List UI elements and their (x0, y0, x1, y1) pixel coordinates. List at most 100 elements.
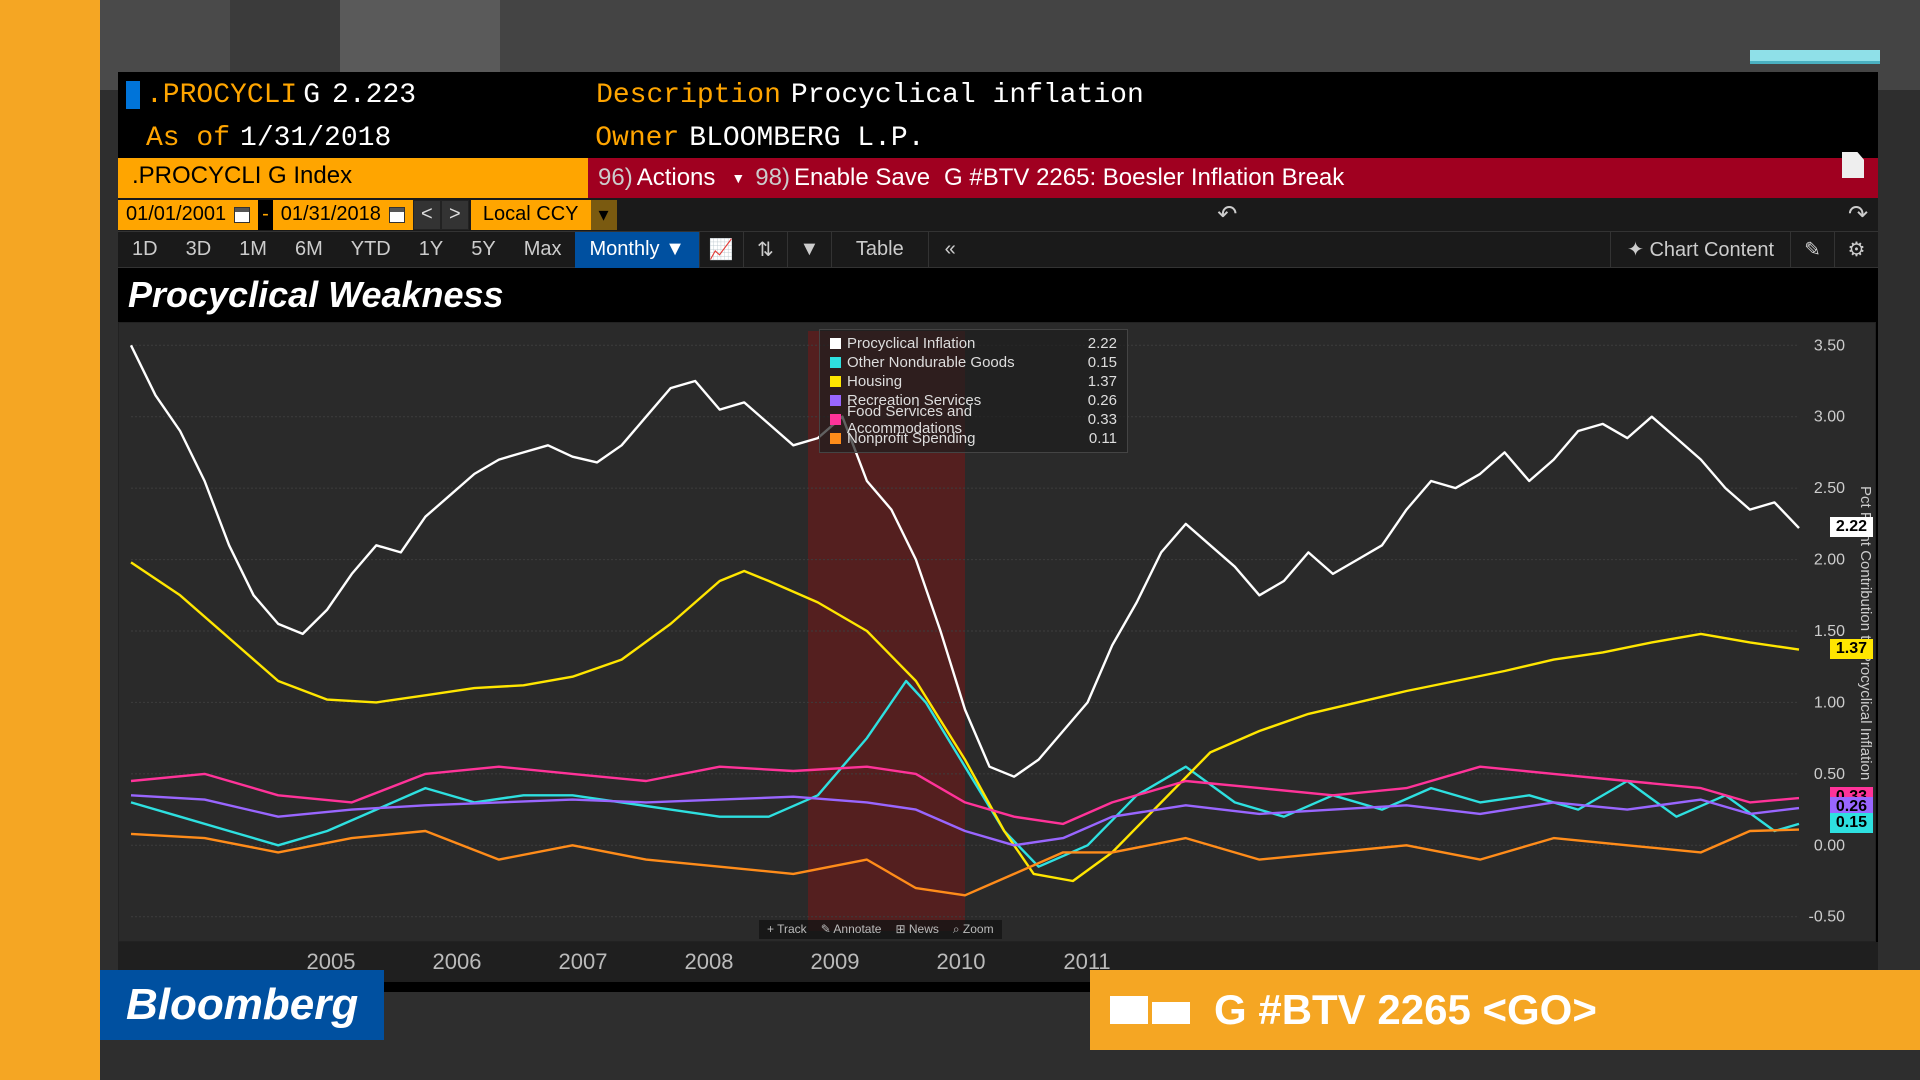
dropdown-icon[interactable]: ▼ (787, 232, 831, 268)
header-row-1: .PROCYCLI G 2.223 Description Procyclica… (118, 72, 1878, 118)
svg-text:1.00: 1.00 (1814, 694, 1845, 711)
range-3d-button[interactable]: 3D (172, 232, 226, 268)
toolbar-dates: 01/01/2001 - 01/31/2018 < > Local CCY ▾ … (118, 198, 1878, 232)
settings-sliders-icon[interactable]: ⇅ (743, 232, 787, 268)
table-button[interactable]: Table (831, 232, 928, 268)
svg-text:3.00: 3.00 (1814, 409, 1845, 426)
x-tick-label: 2010 (898, 949, 1024, 975)
svg-text:2.50: 2.50 (1814, 480, 1845, 497)
range-1y-button[interactable]: 1Y (405, 232, 457, 268)
description-label: Description (596, 80, 781, 111)
legend-value: 0.26 (1077, 392, 1117, 409)
date-to-value: 01/31/2018 (281, 203, 381, 226)
legend-swatch (830, 338, 841, 349)
chart-title: Procyclical Weakness (118, 268, 1878, 322)
prev-button[interactable]: < (413, 200, 441, 230)
currency-selector[interactable]: Local CCY (471, 200, 591, 230)
date-from-input[interactable]: 01/01/2001 (118, 200, 258, 230)
range-5y-button[interactable]: 5Y (457, 232, 509, 268)
index-pill[interactable]: .PROCYCLI G Index (118, 158, 588, 198)
chevron-down-icon[interactable]: ▼ (731, 170, 745, 186)
enable-save-button[interactable]: Enable Save (794, 164, 930, 192)
terminal-window: .PROCYCLI G 2.223 Description Procyclica… (118, 72, 1878, 992)
legend-item[interactable]: Housing1.37 (830, 372, 1117, 391)
annotation-scribble (1750, 50, 1880, 64)
document-icon[interactable] (1842, 152, 1864, 178)
date-dash: - (258, 200, 273, 230)
x-tick-label: 2009 (772, 949, 898, 975)
next-button[interactable]: > (441, 200, 469, 230)
legend-swatch (830, 395, 841, 406)
calendar-icon[interactable] (234, 207, 250, 223)
legend: Procyclical Inflation2.22Other Nondurabl… (819, 329, 1128, 453)
range-1d-button[interactable]: 1D (118, 232, 172, 268)
red-command-bar: 96) Actions ▼ 98) Enable Save G #BTV 226… (588, 158, 1878, 198)
legend-value: 2.22 (1077, 335, 1117, 352)
chart-content-button[interactable]: ✦ Chart Content (1610, 232, 1790, 268)
header-row-3: .PROCYCLI G Index 96) Actions ▼ 98) Enab… (118, 158, 1878, 198)
currency-dropdown-icon[interactable]: ▾ (591, 200, 617, 230)
last-value-tag: 1.37 (1830, 639, 1873, 659)
last-value-tag: 2.22 (1830, 517, 1873, 537)
actions-button[interactable]: Actions (637, 164, 716, 192)
range-6m-button[interactable]: 6M (281, 232, 337, 268)
gear-icon[interactable]: ⚙ (1834, 232, 1878, 268)
owner-label: Owner (595, 123, 679, 154)
monitor-icon (1110, 996, 1190, 1024)
x-tick-label: 2008 (646, 949, 772, 975)
legend-value: 0.15 (1077, 354, 1117, 371)
svg-text:0.00: 0.00 (1814, 837, 1845, 854)
date-from-value: 01/01/2001 (126, 203, 226, 226)
calendar-icon[interactable] (389, 207, 405, 223)
date-to-input[interactable]: 01/31/2018 (273, 200, 413, 230)
legend-value: 0.11 (1077, 430, 1117, 447)
legend-item[interactable]: Nonprofit Spending0.11 (830, 429, 1117, 448)
chart-area[interactable]: -0.500.000.501.001.502.002.503.003.50 Pr… (118, 322, 1876, 942)
broadcast-left-bar (0, 0, 100, 1080)
svg-text:3.50: 3.50 (1814, 337, 1845, 354)
frequency-selector[interactable]: Monthly ▼ (575, 232, 698, 268)
redbar-tail: G #BTV 2265: Boesler Inflation Break (944, 164, 1344, 192)
cursor (126, 81, 140, 109)
legend-label: Other Nondurable Goods (847, 354, 1077, 371)
ticker-value: 2.223 (332, 80, 416, 111)
go-command-footer: G #BTV 2265 <GO> (1090, 970, 1920, 1050)
asof-value: 1/31/2018 (240, 123, 391, 154)
chart-tool-button[interactable]: ✎ Annotate (821, 922, 882, 937)
actions-num: 96) (598, 164, 633, 192)
legend-item[interactable]: Other Nondurable Goods0.15 (830, 353, 1117, 372)
line-chart-icon[interactable]: 📈 (699, 232, 743, 268)
legend-swatch (830, 433, 841, 444)
go-command-text: G #BTV 2265 <GO> (1214, 986, 1597, 1034)
header-row-2: As of 1/31/2018 Owner BLOOMBERG L.P. (118, 118, 1878, 158)
svg-text:0.50: 0.50 (1814, 766, 1845, 783)
chart-tool-button[interactable]: ⌕ Zoom (953, 922, 994, 937)
svg-text:-0.50: -0.50 (1809, 909, 1846, 926)
chart-bottom-tools: + Track ✎ Annotate ⊞ News ⌕ Zoom (759, 920, 1002, 939)
undo-button[interactable]: ↶ (1207, 200, 1247, 230)
legend-item[interactable]: Food Services and Accommodations0.33 (830, 410, 1117, 429)
redo-button[interactable]: ↷ (1838, 200, 1878, 230)
ticker-name: .PROCYCLI (146, 80, 297, 111)
collapse-icon[interactable]: « (928, 232, 972, 268)
range-max-button[interactable]: Max (510, 232, 576, 268)
x-tick-label: 2006 (394, 949, 520, 975)
chart-tool-button[interactable]: ⊞ News (895, 922, 938, 937)
legend-swatch (830, 376, 841, 387)
edit-icon[interactable]: ✎ (1790, 232, 1834, 268)
legend-swatch (830, 414, 841, 425)
chart-tool-button[interactable]: + Track (767, 922, 807, 937)
save-num: 98) (755, 164, 790, 192)
toolbar-ranges: 1D3D1M6MYTD1Y5YMaxMonthly ▼📈⇅▼Table« ✦ Ch… (118, 232, 1878, 268)
range-1m-button[interactable]: 1M (225, 232, 281, 268)
range-ytd-button[interactable]: YTD (337, 232, 405, 268)
bloomberg-logo: Bloomberg (100, 970, 384, 1040)
legend-item[interactable]: Procyclical Inflation2.22 (830, 334, 1117, 353)
legend-value: 0.33 (1077, 411, 1117, 428)
ticker-type: G (303, 80, 320, 111)
legend-value: 1.37 (1077, 373, 1117, 390)
legend-swatch (830, 357, 841, 368)
svg-text:1.50: 1.50 (1814, 623, 1845, 640)
x-tick-label: 2007 (520, 949, 646, 975)
last-value-tag: 0.15 (1830, 813, 1873, 833)
